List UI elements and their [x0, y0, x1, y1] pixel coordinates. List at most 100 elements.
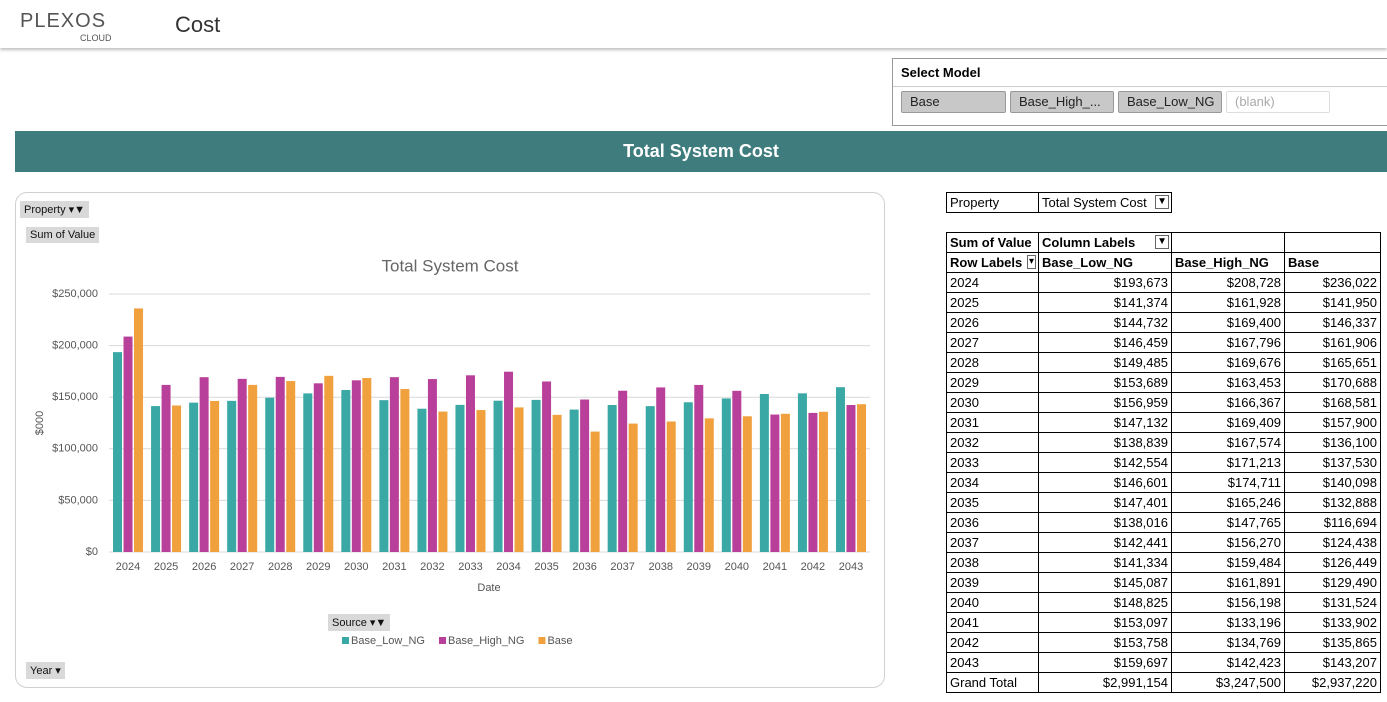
value-cell: $142,554: [1038, 452, 1172, 473]
column-header: Base_Low_NG: [1038, 252, 1172, 273]
filter-label: Property: [946, 192, 1039, 213]
bar: [134, 308, 144, 552]
slicer-item[interactable]: Base_Low_NG: [1118, 91, 1222, 113]
year-button[interactable]: Year ▾: [26, 662, 65, 679]
banner: Total System Cost: [15, 131, 1387, 172]
value-cell: $124,438: [1284, 532, 1381, 553]
row-label: 2038: [946, 552, 1039, 573]
value-cell: $159,697: [1038, 652, 1172, 673]
y-tick-label: $200,000: [52, 340, 98, 352]
bar: [427, 379, 437, 552]
bar: [161, 384, 171, 552]
bar: [210, 400, 220, 552]
value-cell: $157,900: [1284, 412, 1381, 433]
slicer-item[interactable]: (blank): [1226, 91, 1330, 113]
value-cell: $171,213: [1171, 452, 1285, 473]
value-cell: $141,950: [1284, 292, 1381, 313]
button-label: Year: [30, 665, 53, 677]
filter-icon[interactable]: ▾: [1026, 255, 1036, 269]
value-cell: $161,906: [1284, 332, 1381, 353]
bar: [590, 431, 600, 552]
filter-icon[interactable]: ▼: [1155, 235, 1169, 249]
row-label: 2034: [946, 472, 1039, 493]
bar: [780, 413, 790, 552]
bar: [797, 393, 807, 552]
y-tick-label: $250,000: [52, 288, 98, 300]
row-label: 2028: [946, 352, 1039, 373]
header-cell: [1284, 232, 1381, 253]
row-label: 2027: [946, 332, 1039, 353]
value-cell: $145,087: [1038, 572, 1172, 593]
bar: [113, 352, 123, 552]
bar: [476, 410, 486, 552]
sum-button[interactable]: Sum of Value: [26, 227, 100, 243]
bar: [248, 384, 258, 552]
bar: [607, 405, 617, 552]
button-label: Sum of Value: [30, 229, 96, 241]
row-label: 2029: [946, 372, 1039, 393]
grand-total: $2,937,220: [1284, 672, 1381, 693]
bar: [628, 423, 638, 552]
y-tick-label: $50,000: [58, 494, 98, 506]
bar: [704, 418, 714, 552]
bar: [656, 387, 666, 552]
value-cell: $236,022: [1284, 272, 1381, 293]
value-cell: $148,825: [1038, 592, 1172, 613]
slicer-item[interactable]: Base_High_...: [1010, 91, 1114, 113]
x-tick-label: 2034: [496, 561, 520, 573]
value-cell: $133,902: [1284, 612, 1381, 633]
property-button[interactable]: Property ▾▼: [20, 201, 90, 218]
value-cell: $167,796: [1171, 332, 1285, 353]
value-cell: $163,453: [1171, 372, 1285, 393]
value-cell: $165,651: [1284, 352, 1381, 373]
legend-swatch: [439, 637, 446, 644]
row-label: 2031: [946, 412, 1039, 433]
x-axis-label: Date: [477, 582, 500, 594]
value-cell: $126,449: [1284, 552, 1381, 573]
value-cell: $208,728: [1171, 272, 1285, 293]
value-cell: $174,711: [1171, 472, 1285, 493]
bar: [856, 404, 866, 552]
bar: [275, 376, 285, 552]
button-label: Source: [332, 617, 367, 629]
value-cell: $161,928: [1171, 292, 1285, 313]
header-cell: Sum of Value: [946, 232, 1039, 253]
source-button[interactable]: Source ▾▼: [328, 614, 391, 631]
value-cell: $169,676: [1171, 352, 1285, 373]
bar: [759, 394, 769, 552]
bar: [742, 416, 752, 552]
bar: [531, 399, 541, 552]
bar: [303, 393, 313, 552]
bar: [721, 398, 731, 552]
row-label: 2035: [946, 492, 1039, 513]
value-cell: $132,888: [1284, 492, 1381, 513]
x-tick-label: 2028: [268, 561, 292, 573]
row-label: 2040: [946, 592, 1039, 613]
value-cell: $133,196: [1171, 612, 1285, 633]
header-cell: Row Labels ▾: [946, 252, 1039, 273]
filter-icon[interactable]: ▼: [1155, 195, 1169, 209]
bar: [172, 405, 182, 552]
bar: [683, 402, 693, 552]
x-tick-label: 2041: [763, 561, 787, 573]
value-cell: $169,400: [1171, 312, 1285, 333]
bar: [417, 408, 427, 552]
bar: [438, 411, 448, 552]
value-cell: $144,732: [1038, 312, 1172, 333]
value-cell: $143,207: [1284, 652, 1381, 673]
value-cell: $146,337: [1284, 312, 1381, 333]
row-label: 2039: [946, 572, 1039, 593]
bar: [286, 381, 296, 552]
value-cell: $135,865: [1284, 632, 1381, 653]
value-cell: $167,574: [1171, 432, 1285, 453]
x-tick-label: 2031: [382, 561, 406, 573]
x-tick-label: 2039: [687, 561, 711, 573]
value-cell: $116,694: [1284, 512, 1381, 533]
value-cell: $147,132: [1038, 412, 1172, 433]
bar: [227, 400, 237, 552]
value-cell: $141,374: [1038, 292, 1172, 313]
column-header: Base_High_NG: [1171, 252, 1285, 273]
x-tick-label: 2027: [230, 561, 254, 573]
slicer-item[interactable]: Base: [901, 91, 1006, 113]
